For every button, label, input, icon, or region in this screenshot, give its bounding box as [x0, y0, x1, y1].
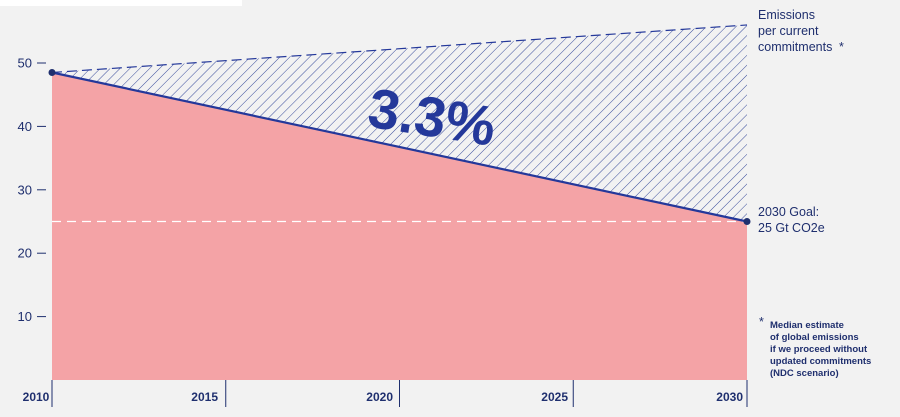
y-tick-label: 40 [18, 119, 32, 134]
x-tick-label: 2010 [23, 390, 50, 404]
commitment-gap-hatch [52, 24, 747, 222]
footnote-line: of global emissions [770, 332, 859, 343]
y-tick-label: 20 [18, 246, 32, 261]
x-tick-label: 2020 [366, 390, 393, 404]
goal-annotation-line: 25 Gt CO2e [758, 221, 825, 235]
commitments-annotation-line: per current [758, 24, 819, 38]
x-tick-label: 2015 [191, 390, 218, 404]
top-edge-strip [0, 0, 242, 6]
goal-point-marker [743, 218, 751, 225]
start-point-marker [48, 69, 56, 77]
footnote-line: (NDC scenario) [770, 368, 839, 379]
x-tick-label: 2030 [716, 390, 743, 404]
footnote-line: updated commitments [770, 356, 871, 367]
y-tick-label: 50 [18, 56, 32, 71]
emissions-area [52, 72, 747, 380]
footnote-line: if we proceed without [770, 344, 868, 355]
reduction-pathway-line [51, 71, 748, 223]
commitments-annotation-star: * [839, 40, 844, 54]
commitments-annotation-line: commitments [758, 40, 832, 54]
current-commitments-line [51, 24, 748, 74]
footnote-star: * [759, 315, 764, 329]
y-tick-label: 30 [18, 182, 32, 197]
x-tick-label: 2025 [541, 390, 568, 404]
y-tick-label: 10 [18, 309, 32, 324]
goal-annotation-line: 2030 Goal: [758, 205, 819, 219]
commitments-annotation-line: Emissions [758, 8, 815, 22]
footnote-line: Median estimate [770, 320, 844, 331]
